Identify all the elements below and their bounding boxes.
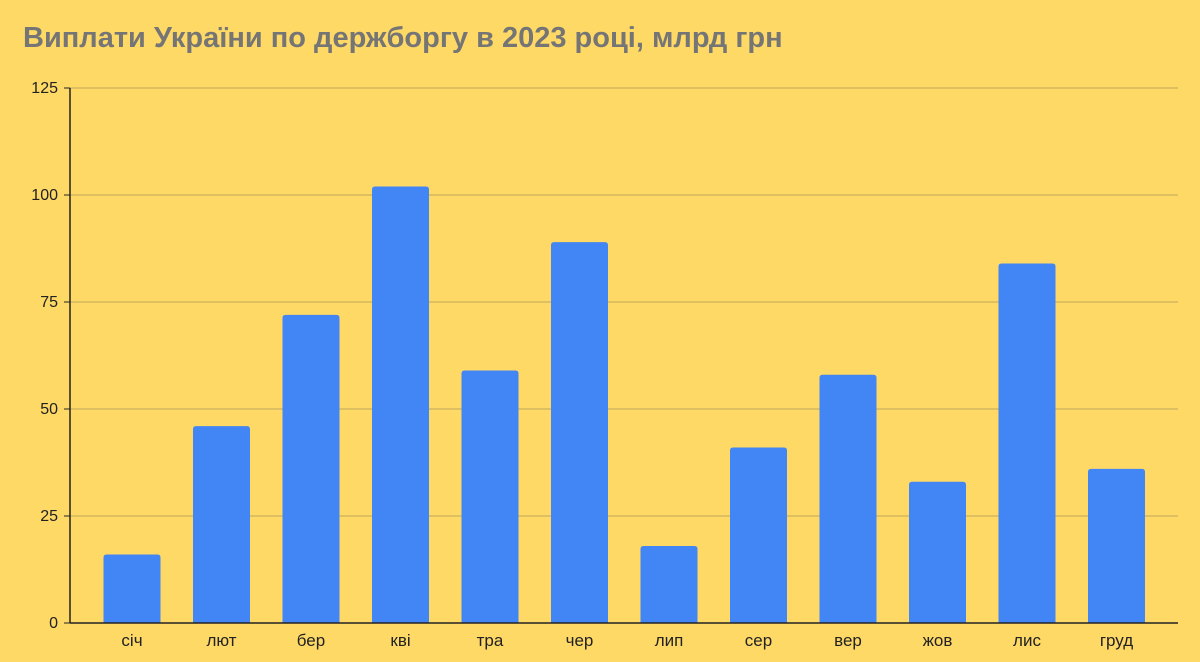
bar-вер: [819, 374, 877, 623]
x-tick-label: січ: [121, 631, 142, 650]
x-tick-label: жов: [923, 631, 953, 650]
y-tick-label: 50: [40, 401, 58, 418]
gridlines: [70, 87, 1178, 517]
y-tick-label: 0: [49, 615, 58, 632]
y-tick-label: 100: [31, 187, 58, 204]
chart-title: Виплати України по держборгу в 2023 році…: [23, 22, 783, 54]
x-tick-label: кві: [390, 631, 410, 650]
bars: [103, 186, 1145, 623]
y-tick-label: 125: [31, 80, 58, 97]
x-tick-label: сер: [745, 631, 772, 650]
x-tick-label: груд: [1100, 631, 1133, 650]
x-tick-label: лип: [655, 631, 684, 650]
x-tick-label: вер: [834, 631, 862, 650]
x-tick-label: чер: [566, 631, 594, 650]
bar-тра: [461, 370, 519, 623]
bar-січ: [103, 554, 161, 623]
x-tick-label: тра: [477, 631, 504, 650]
y-tick-label: 75: [40, 294, 58, 311]
bar-чер: [551, 242, 608, 623]
y-tick-label: 25: [40, 508, 58, 525]
axes: [64, 87, 1178, 624]
bar-груд: [1088, 468, 1145, 623]
bar-кві: [372, 186, 429, 623]
bar-жов: [909, 481, 966, 623]
bar-лис: [998, 263, 1056, 623]
bar-лип: [640, 545, 698, 623]
x-tick-label: бер: [297, 631, 325, 650]
tick-labels: 0 25 50 75 100 125 січ лют бер кві тра чер лип сер вер…: [31, 80, 1133, 650]
bar-бер: [282, 314, 340, 623]
bar-сер: [730, 447, 787, 623]
bar-лют: [193, 426, 250, 623]
x-tick-label: лют: [206, 631, 236, 650]
x-tick-label: лис: [1013, 631, 1041, 650]
